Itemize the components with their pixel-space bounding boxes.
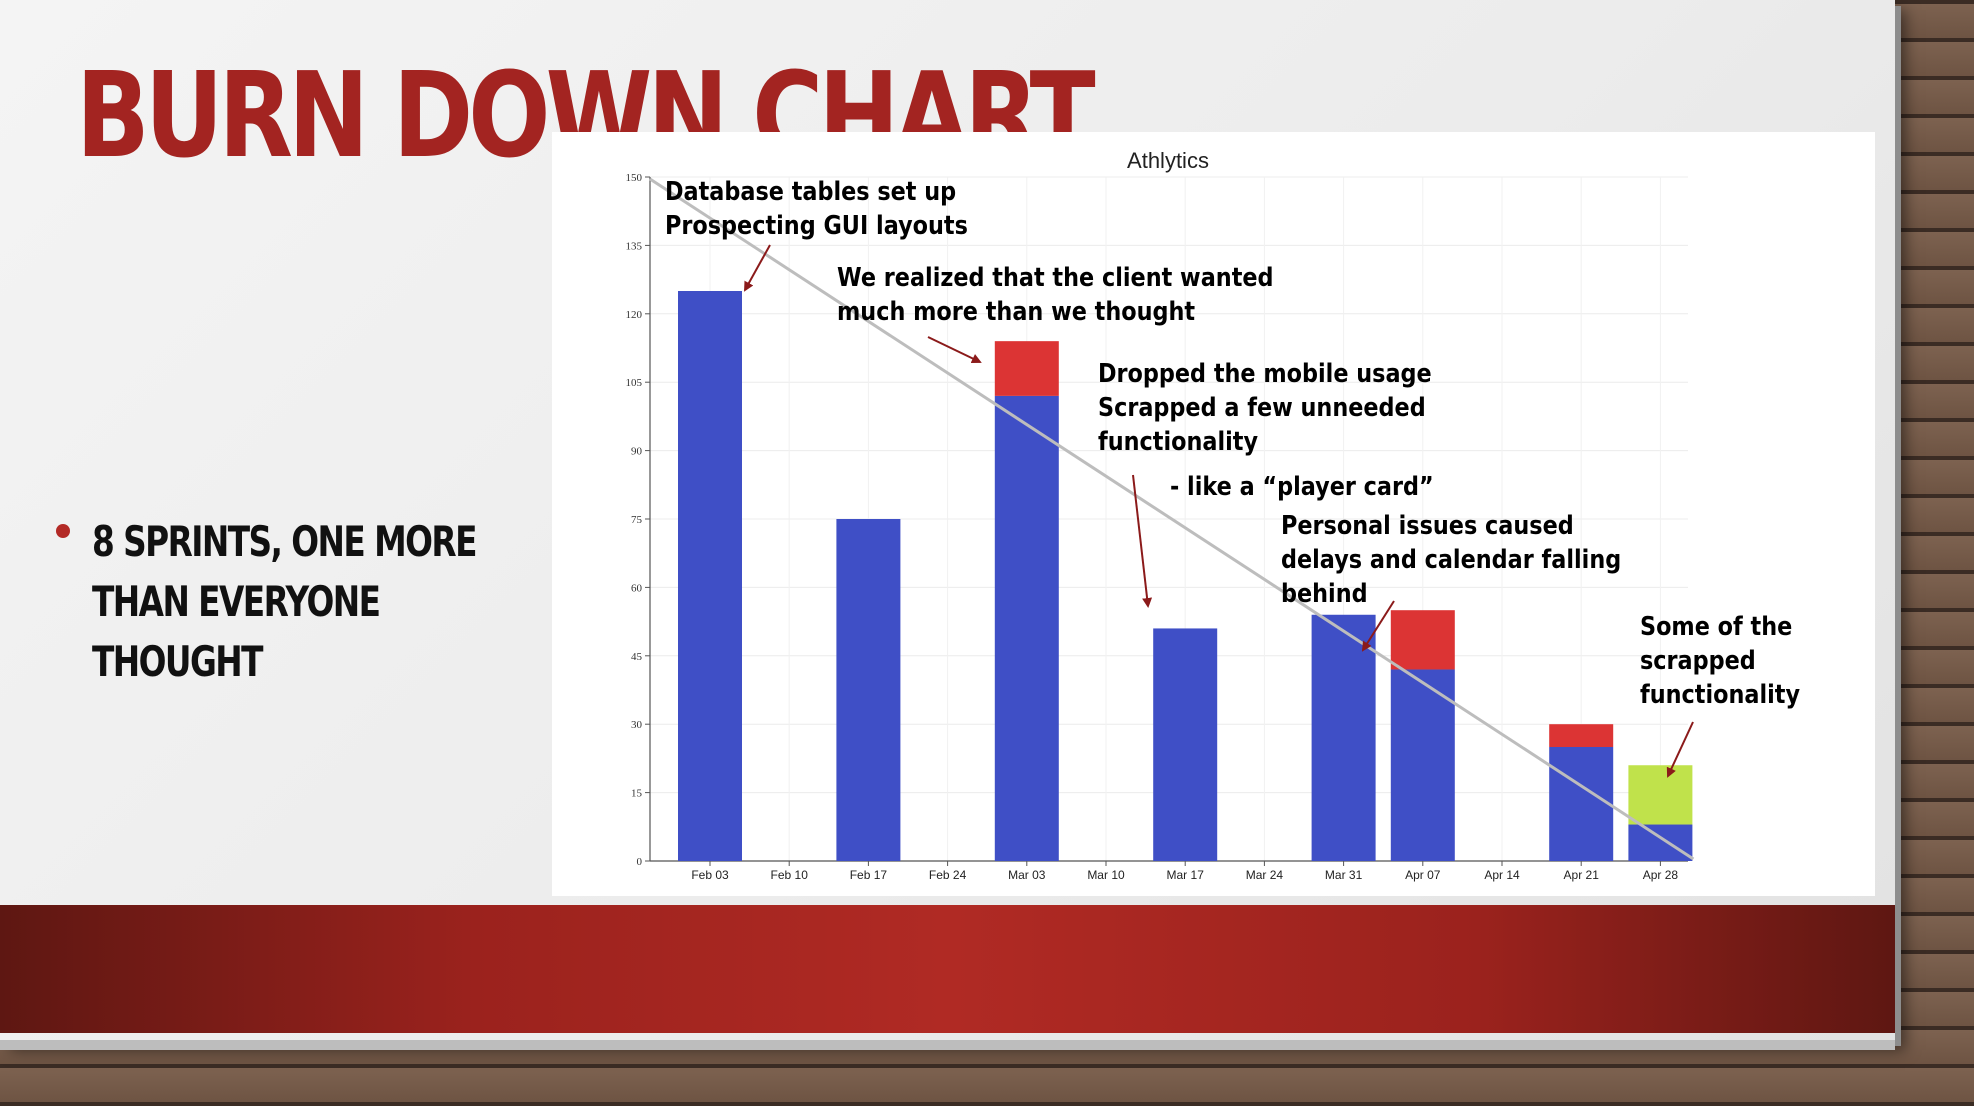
annotation-text: Some of the scrapped functionality [1640, 610, 1800, 709]
y-tick-label: 0 [637, 856, 643, 868]
annotation-line: Database tables set up [665, 175, 956, 206]
annotation-text: Personal issues caused delays and calenda… [1281, 509, 1621, 608]
y-tick-label: 105 [626, 377, 643, 389]
annotation-arrow [744, 244, 771, 292]
bar-completed [1628, 824, 1693, 861]
bullet-text: 8 sprints, one more than everyone though… [92, 517, 477, 686]
bar-completed [1153, 628, 1218, 861]
x-tick-label: Apr 14 [1484, 868, 1520, 882]
bar-completed [1311, 614, 1376, 861]
y-tick-label: 30 [631, 719, 643, 731]
x-tick-label: Apr 07 [1405, 868, 1441, 882]
x-tick-label: Apr 21 [1564, 868, 1600, 882]
y-tick-label: 45 [631, 651, 643, 663]
annotation-line: functionality [1640, 678, 1800, 709]
annotation-arrow [1132, 474, 1153, 608]
x-tick-label: Mar 24 [1246, 868, 1284, 882]
footer-band [0, 905, 1895, 1033]
bullet-dot [56, 524, 70, 538]
annotation-arrow [927, 336, 982, 364]
bar-completed [678, 291, 742, 861]
x-tick-label: Apr 28 [1643, 868, 1679, 882]
bar-completed [1390, 669, 1455, 861]
x-tick-label: Feb 03 [691, 868, 729, 882]
bar-completed [836, 519, 901, 861]
annotation-line: - like a “player card” [1170, 470, 1434, 501]
bar-completed [1549, 747, 1614, 861]
slide-edge [0, 1040, 1895, 1050]
annotation-line: Scrapped a few unneeded [1098, 391, 1426, 422]
x-tick-label: Mar 31 [1325, 868, 1363, 882]
annotation-arrow [1666, 721, 1694, 778]
annotation-text: Dropped the mobile usage Scrapped a few u… [1098, 357, 1432, 456]
annotation-line: Some of the [1640, 610, 1792, 641]
annotation-line: much more than we thought [837, 295, 1195, 326]
x-tick-label: Mar 10 [1087, 868, 1125, 882]
x-tick-label: Mar 17 [1167, 868, 1205, 882]
ideal-burndown-line [649, 177, 1695, 861]
bar-added-scope [994, 341, 1059, 396]
annotation-line: behind [1281, 577, 1368, 608]
annotation-line: Dropped the mobile usage [1098, 357, 1432, 388]
bar-scrapped-scope [1628, 765, 1693, 825]
y-tick-label: 120 [626, 309, 643, 321]
bar-added-scope [1390, 610, 1455, 670]
annotation-line: We realized that the client wanted [837, 261, 1274, 292]
annotation-line: scrapped [1640, 644, 1756, 675]
x-tick-label: Feb 17 [850, 868, 888, 882]
annotation-line: delays and calendar falling [1281, 543, 1621, 574]
annotation-line: Personal issues caused [1281, 509, 1574, 540]
annotation-arrow [1361, 600, 1395, 652]
annotation-text: - like a “player card” [1170, 470, 1434, 501]
bar-completed [994, 395, 1059, 861]
y-tick-label: 90 [631, 446, 643, 458]
x-tick-label: Feb 10 [771, 868, 809, 882]
annotation-line: Prospecting GUI layouts [665, 209, 968, 240]
y-tick-label: 60 [631, 582, 643, 594]
annotation-text: We realized that the client wanted much m… [837, 261, 1274, 326]
y-tick-label: 150 [626, 172, 643, 184]
chart-title: Athlytics [1127, 148, 1209, 173]
x-tick-label: Feb 24 [929, 868, 967, 882]
y-tick-label: 75 [631, 514, 643, 526]
y-tick-label: 15 [631, 788, 643, 800]
y-tick-label: 135 [626, 240, 643, 252]
annotation-line: functionality [1098, 425, 1258, 456]
annotation-text: Database tables set up Prospecting GUI la… [665, 175, 968, 240]
x-tick-label: Mar 03 [1008, 868, 1046, 882]
bar-added-scope [1549, 724, 1614, 747]
